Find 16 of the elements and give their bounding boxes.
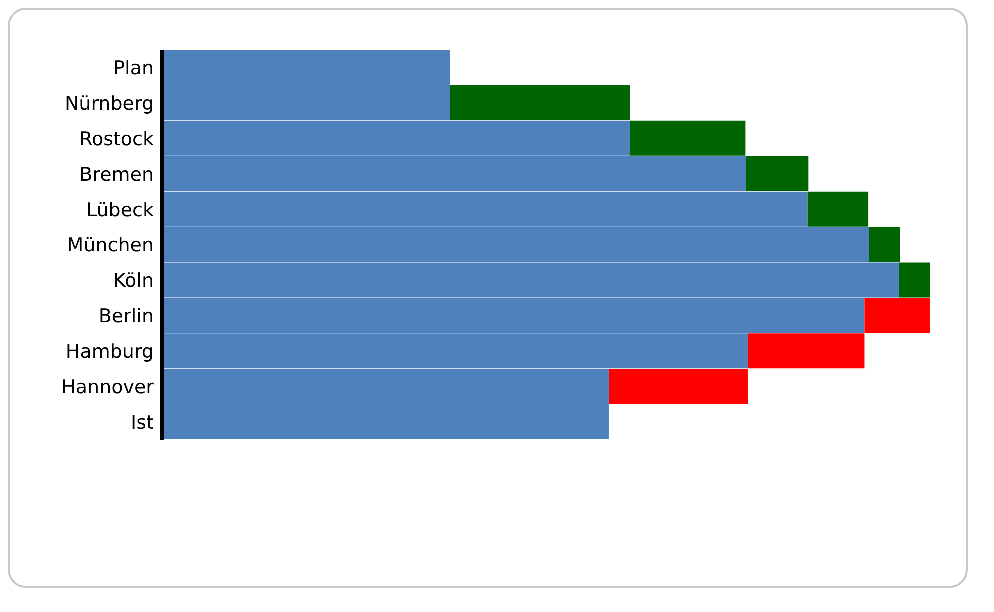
y-tick-label: Berlin [98, 306, 154, 328]
bar [748, 334, 865, 369]
bar [450, 85, 630, 120]
y-tick-label: Hannover [62, 376, 154, 399]
y-tick-label: Lübeck [86, 199, 154, 222]
y-tick-label: Bremen [80, 164, 154, 186]
y-tick-label: München [67, 234, 154, 257]
bar [608, 369, 748, 404]
y-tick-label: Hamburg [66, 341, 154, 364]
y-tick-label: Ist [131, 412, 154, 434]
y-tick-label: Köln [114, 270, 154, 292]
y-tick-label: Nürnberg [64, 92, 154, 115]
y-tick-label: Plan [114, 57, 154, 80]
bar [864, 298, 930, 334]
y-tick-label: Rostock [80, 128, 154, 150]
bar [630, 120, 746, 156]
